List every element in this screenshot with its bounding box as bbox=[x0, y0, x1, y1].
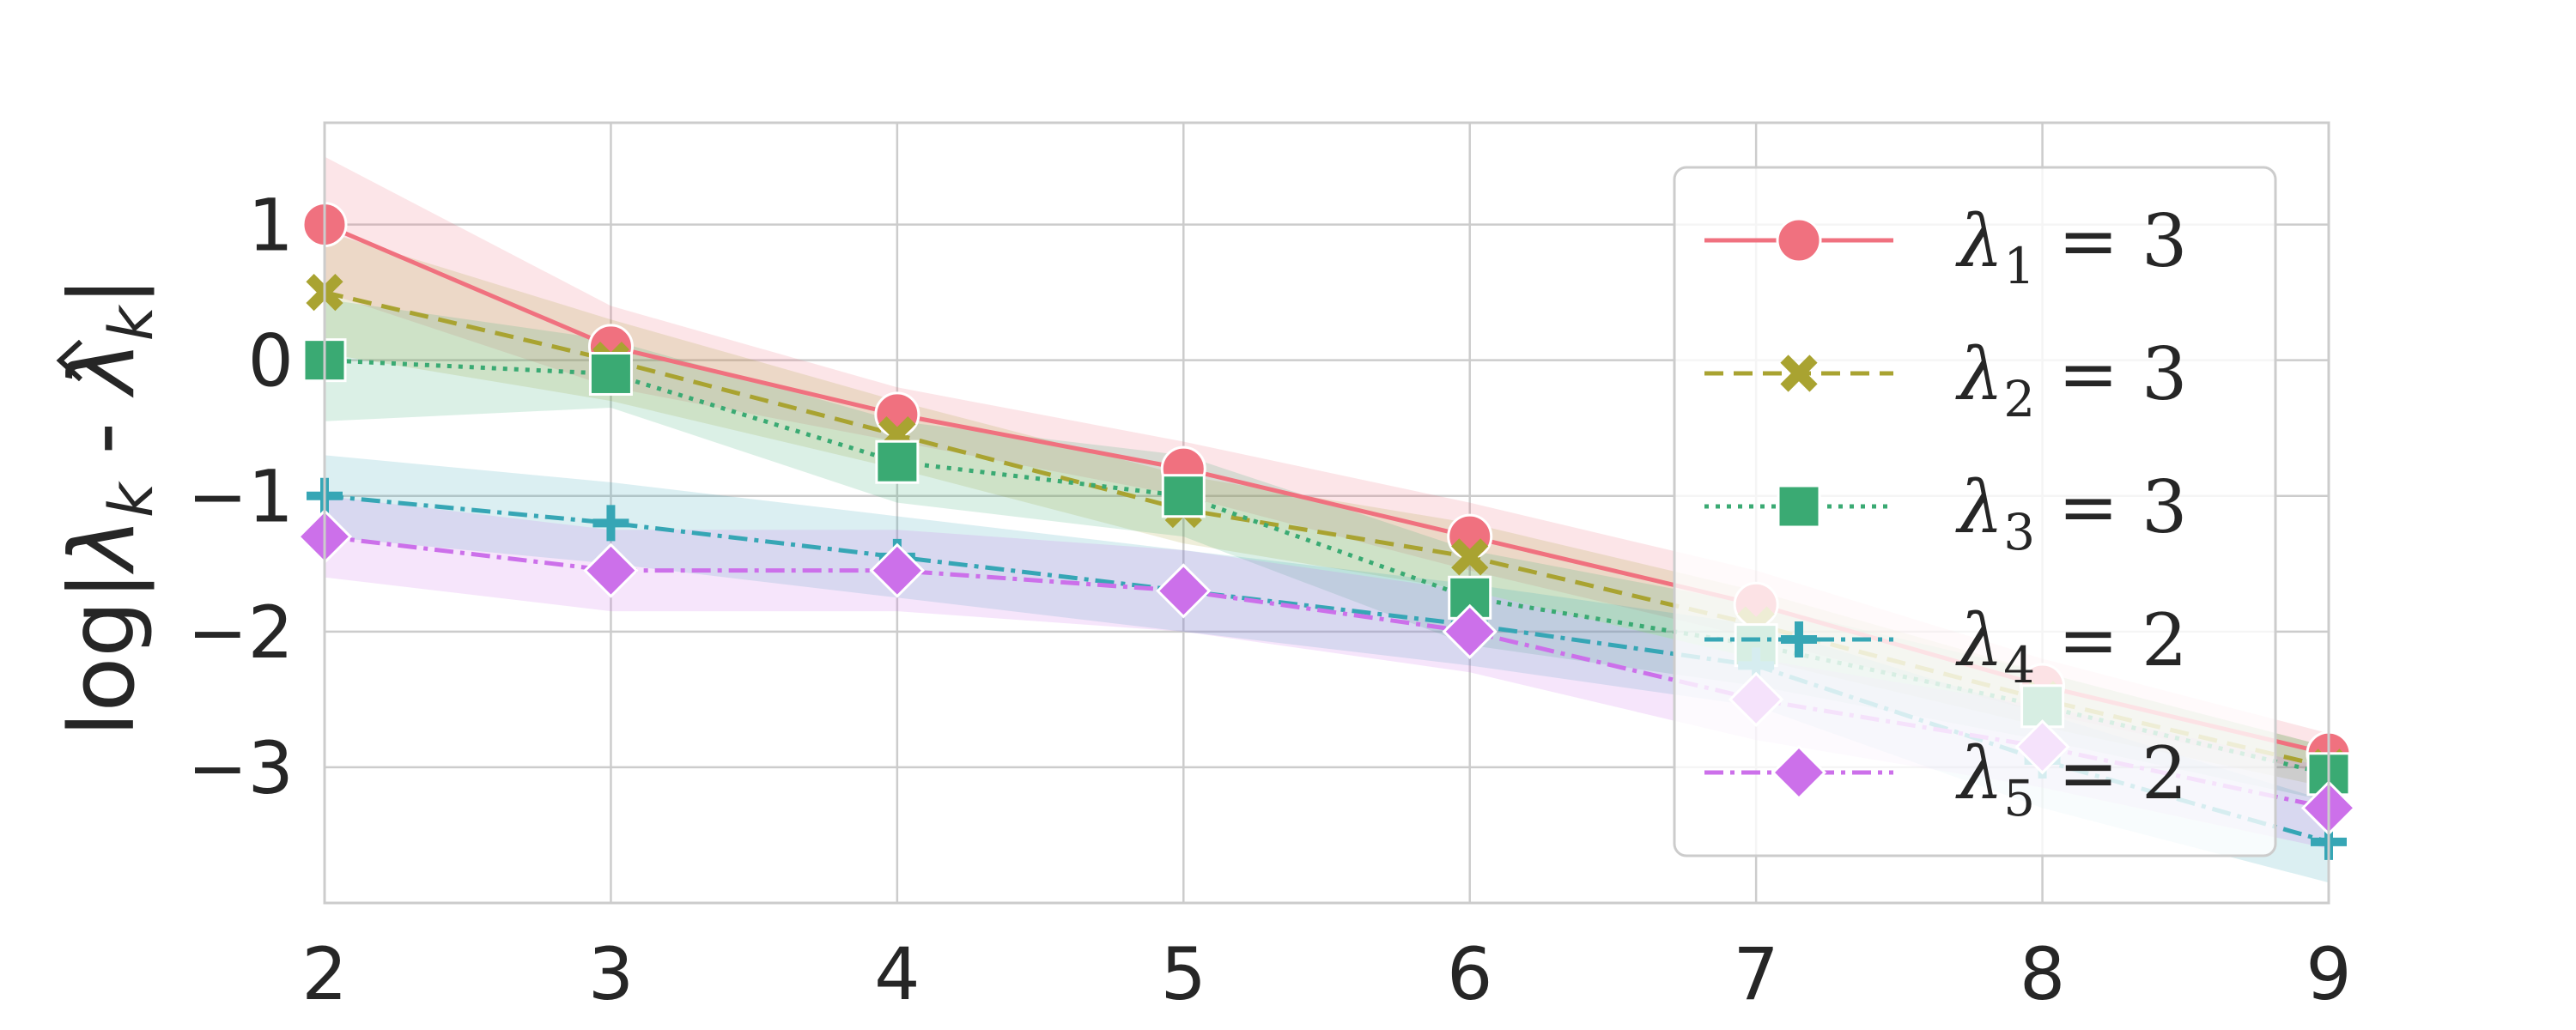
x-tick-label: 2 bbox=[301, 932, 347, 1016]
legend-subscript: 4 bbox=[2003, 636, 2035, 694]
legend-entry-label: λ2 = 3 bbox=[1955, 332, 2187, 428]
data-point bbox=[588, 351, 633, 396]
series-line bbox=[324, 534, 2330, 810]
x-tick-label: 6 bbox=[1447, 932, 1492, 1016]
data-point bbox=[869, 542, 925, 598]
legend-subscript: 5 bbox=[2003, 769, 2035, 827]
legend-entry-label: λ1 = 3 bbox=[1955, 199, 2187, 295]
data-point bbox=[1156, 563, 1212, 619]
y-tick-labels: 1 0 −1 −2 −3 bbox=[187, 184, 294, 810]
legend-symbol: λ bbox=[1955, 332, 2003, 416]
series-line bbox=[324, 494, 2330, 845]
x-tick-label: 3 bbox=[588, 932, 634, 1016]
data-point bbox=[1442, 603, 1498, 659]
y-tick-label: 0 bbox=[248, 319, 294, 403]
legend-value: = 3 bbox=[2035, 332, 2187, 416]
legend-symbol: λ bbox=[1955, 598, 2003, 682]
confidence-band bbox=[325, 455, 2329, 883]
data-point bbox=[1780, 354, 1818, 392]
plot-frame bbox=[323, 121, 2330, 905]
legend: λ1 = 3λ2 = 3λ3 = 3λ4 = 2λ5 = 2 bbox=[1673, 166, 2277, 857]
legend-value: = 2 bbox=[2035, 731, 2187, 815]
legend-subscript: 2 bbox=[2003, 370, 2035, 428]
confidence-band bbox=[325, 495, 2329, 849]
data-point bbox=[592, 505, 629, 542]
legend-subscript: 1 bbox=[2003, 237, 2035, 295]
legend-symbol: λ bbox=[1955, 731, 2003, 815]
data-point bbox=[1161, 474, 1206, 518]
y-tick-label: −1 bbox=[187, 455, 294, 539]
data-point bbox=[1776, 217, 1822, 264]
x-tick-label: 7 bbox=[1733, 932, 1778, 1016]
y-tick-label: −3 bbox=[187, 726, 294, 810]
series-line bbox=[324, 290, 2330, 770]
legend-symbol: λ bbox=[1955, 199, 2003, 283]
legend-entry-label: λ5 = 2 bbox=[1955, 731, 2187, 827]
data-point bbox=[875, 439, 920, 484]
data-point bbox=[1771, 744, 1827, 801]
x-tick-labels: 2 3 4 5 6 7 8 9 bbox=[301, 932, 2351, 1016]
x-tick-label: 9 bbox=[2306, 932, 2351, 1016]
legend-value: = 3 bbox=[2035, 199, 2187, 283]
y-tick-label: 1 bbox=[248, 184, 294, 268]
legend-entry-label: λ3 = 3 bbox=[1955, 465, 2187, 561]
y-axis-label-text: log|λk - λk| bbox=[50, 276, 167, 736]
hat-accent bbox=[56, 339, 83, 382]
legend-symbol: λ bbox=[1955, 465, 2003, 549]
legend-subscript: 3 bbox=[2003, 503, 2035, 561]
data-point bbox=[1451, 538, 1489, 576]
legend-entry-label: λ4 = 2 bbox=[1955, 598, 2187, 694]
legend-value: = 2 bbox=[2035, 598, 2187, 682]
x-tick-label: 5 bbox=[1161, 932, 1206, 1016]
legend-value: = 3 bbox=[2035, 465, 2187, 549]
x-tick-label: 8 bbox=[2020, 932, 2065, 1016]
y-axis-label: log|λk - λk| bbox=[50, 276, 167, 736]
series-line bbox=[324, 358, 2330, 777]
y-tick-label: −2 bbox=[187, 591, 294, 675]
legend-box bbox=[1673, 166, 2277, 857]
data-point bbox=[1777, 484, 1821, 529]
data-point bbox=[1781, 621, 1817, 657]
data-point bbox=[583, 542, 639, 598]
x-tick-label: 4 bbox=[874, 932, 920, 1016]
